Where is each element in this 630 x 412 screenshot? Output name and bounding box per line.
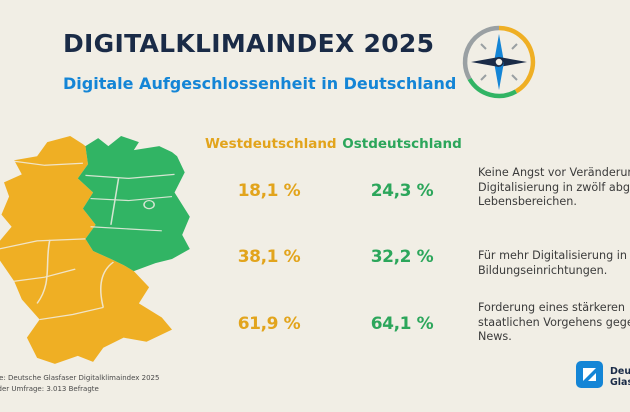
stat-value-east: 24,3 % <box>370 181 434 201</box>
stat-description-line: Digitalisierung in zwölf abgefragten <box>478 180 630 194</box>
map-berlin-marker <box>143 199 155 210</box>
column-header-west: Westdeutschland <box>205 136 337 152</box>
stat-description-line: Für mehr Digitalisierung in <box>478 249 627 262</box>
compass-needle-west <box>471 57 499 67</box>
compass-ring-gray <box>462 25 500 81</box>
logo-glyph-triangle-upper <box>583 368 596 381</box>
compass-tick-sw <box>480 74 487 81</box>
stat-description-line: staatlichen Vorgehens gegen Fake <box>478 315 630 329</box>
stat-description: Forderung eines stärkeren staatlichen Vo… <box>478 301 630 345</box>
map-west-region <box>0 136 172 364</box>
map-east-region <box>77 136 190 272</box>
logo-text-line-2: Glasfaser <box>610 377 630 388</box>
stat-value-west: 38,1 % <box>237 247 301 267</box>
deutsche-glasfaser-logo-mark <box>576 361 603 388</box>
compass-ring-yellow <box>498 25 536 94</box>
compass-needle-north <box>494 34 504 62</box>
stat-description-line: Bildungseinrichtungen. <box>478 263 608 277</box>
stat-description: Für mehr Digitalisierung in Bildungseinr… <box>478 249 630 278</box>
page-title: DIGITALKLIMAINDEX 2025 <box>63 29 435 58</box>
compass-needle-south <box>494 62 504 90</box>
source-line-2: Basis der Umfrage: 3.013 Befragte <box>0 385 99 393</box>
source-line-1: Quelle: Deutsche Glasfaser Digitalklimai… <box>0 374 160 382</box>
compass-tick-se <box>511 74 518 81</box>
deutsche-glasfaser-logo-text: Deutsche Glasfaser <box>610 366 630 388</box>
stat-value-west: 18,1 % <box>237 181 301 201</box>
compass-ring-green <box>467 77 518 99</box>
map-state-borders <box>0 160 175 321</box>
logo-glyph <box>583 368 596 381</box>
stat-description-line: Lebensbereichen. <box>478 195 577 209</box>
stat-value-east: 32,2 % <box>370 247 434 267</box>
stat-description-line: News. <box>478 330 512 344</box>
stat-value-east: 64,1 % <box>370 314 434 334</box>
compass-tick-nw <box>480 43 487 50</box>
page-subtitle: Digitale Aufgeschlossenheit in Deutschla… <box>63 74 457 93</box>
compass-tick-ne <box>511 43 518 50</box>
logo-glyph-triangle-lower <box>588 373 596 381</box>
compass-center <box>494 57 504 67</box>
column-header-east: Ostdeutschland <box>342 136 462 152</box>
compass-needle-east <box>499 57 527 67</box>
stat-description-line: Forderung eines stärkeren <box>478 301 626 314</box>
stat-value-west: 61,9 % <box>237 314 301 334</box>
stat-description-line: Keine Angst vor Veränderungen durch <box>478 166 630 179</box>
stat-description: Keine Angst vor Veränderungen durch Digi… <box>478 166 630 210</box>
compass-icon <box>459 22 539 102</box>
compass-icon-svg <box>462 25 536 99</box>
germany-map <box>0 136 190 364</box>
logo-text-line-1: Deutsche <box>610 366 630 377</box>
